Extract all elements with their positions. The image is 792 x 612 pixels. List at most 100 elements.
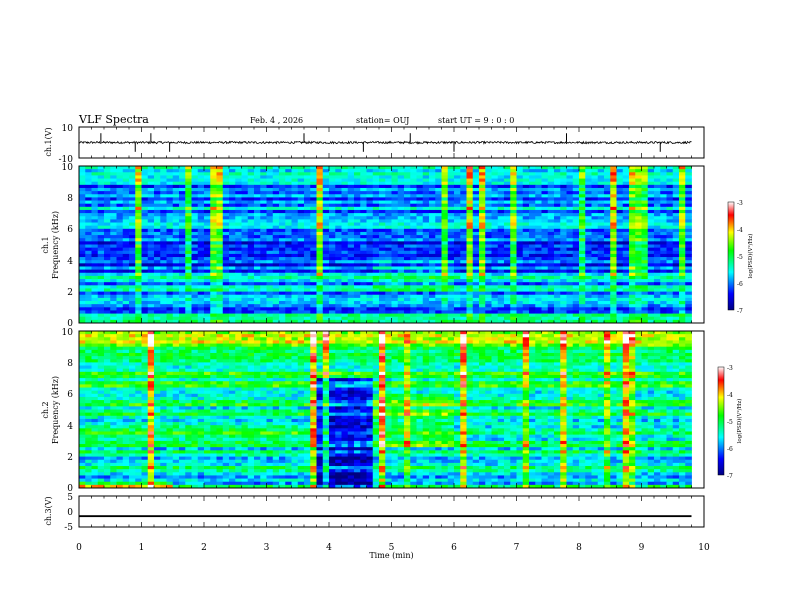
spectrogram-cell — [316, 191, 324, 195]
spectrogram-cell — [222, 279, 230, 283]
spectrogram-cell — [329, 310, 336, 314]
spectrogram-cell — [466, 285, 474, 289]
spectrogram-cell — [454, 194, 461, 198]
spectrogram-cell — [504, 241, 511, 245]
spectrogram-cell — [429, 184, 436, 189]
spectrogram-cell — [622, 216, 630, 220]
spectrogram-cell — [554, 172, 561, 176]
spectrogram-cell — [447, 260, 455, 264]
spectrogram-cell — [541, 238, 549, 242]
spectrogram-cell — [535, 191, 542, 195]
spectrogram-cell — [535, 181, 542, 186]
spectrogram-cell — [416, 250, 424, 255]
spectrogram-cell — [497, 263, 505, 267]
spectrogram-cell — [141, 279, 149, 283]
spectrogram-cell — [435, 166, 442, 170]
spectrogram-cell — [641, 219, 649, 223]
spectrogram-cell — [210, 313, 217, 318]
spectrogram-cell — [522, 194, 530, 198]
spectrogram-cell — [510, 197, 517, 201]
spectrogram-cell — [547, 172, 555, 176]
spectrogram-cell — [222, 219, 230, 223]
spectrogram-cell — [85, 235, 92, 239]
spectrogram-cell — [479, 203, 486, 208]
spectrogram-cell — [310, 304, 317, 308]
spectrogram-cell — [129, 316, 136, 321]
spectrogram-cell — [279, 307, 286, 311]
spectrogram-cell — [391, 178, 399, 183]
spectrogram-cell — [372, 291, 380, 296]
spectrogram-cell — [316, 313, 324, 318]
spectrogram-cell — [229, 219, 236, 223]
spectrogram-cell — [141, 241, 149, 245]
spectrogram-cell — [441, 175, 449, 179]
spectrogram-cell — [622, 244, 630, 249]
spectrogram-cell — [516, 181, 524, 186]
spectrogram-cell — [222, 301, 230, 305]
spectrogram-cell — [154, 260, 161, 264]
spectrogram-cell — [291, 200, 299, 205]
spectrogram-cell — [304, 206, 311, 211]
spectrogram-cell — [366, 266, 374, 271]
spectrogram-cell — [554, 269, 561, 274]
spectrogram-cell — [85, 166, 92, 170]
spectrogram-cell — [122, 250, 130, 255]
spectrogram-cell — [279, 282, 286, 286]
spectrogram-cell — [285, 313, 292, 318]
spectrogram-cell — [297, 297, 305, 302]
spectrogram-cell — [622, 241, 630, 245]
spectrogram-cell — [441, 266, 449, 271]
spectrogram-cell — [79, 294, 86, 299]
spectrogram-cell — [391, 257, 399, 261]
spectrogram-cell — [122, 288, 130, 292]
spectrogram-cell — [316, 231, 324, 236]
spectrogram-cell — [147, 291, 155, 296]
spectrogram-cell — [604, 279, 611, 283]
spectrogram-cell — [322, 272, 330, 277]
spectrogram-cell — [672, 241, 680, 245]
spectrogram-cell — [85, 219, 92, 223]
spectrogram-cell — [616, 257, 624, 261]
spectrogram-cell — [216, 272, 224, 277]
spectrogram-cell — [197, 225, 205, 230]
spectrogram-cell — [366, 294, 374, 299]
spectrogram-cell — [472, 291, 480, 296]
spectrogram-cell — [166, 319, 174, 324]
spectrogram-cell — [116, 241, 124, 245]
spectrogram-cell — [172, 310, 180, 314]
spectrogram-cell — [235, 304, 242, 308]
spectrogram-cell — [379, 272, 386, 277]
spectrogram-cell — [660, 206, 667, 211]
spectrogram-cell — [247, 194, 255, 198]
spectrogram-cell — [485, 316, 492, 321]
spectrogram-cell — [685, 313, 692, 318]
spectrogram-cell — [460, 247, 467, 252]
spectrogram-cell — [135, 241, 142, 245]
spectrogram-cell — [666, 279, 674, 283]
spectrogram-cell — [610, 316, 617, 321]
spectrogram-cell — [260, 288, 267, 292]
spectrogram-cell — [260, 275, 267, 280]
spectrogram-cell — [441, 301, 449, 305]
spectrogram-cell — [472, 175, 480, 179]
spectrogram-cell — [316, 294, 324, 299]
spectrogram-cell — [341, 282, 349, 286]
spectrogram-cell — [466, 310, 474, 314]
spectrogram-cell — [560, 244, 567, 249]
spectrogram-cell — [322, 253, 330, 258]
spectrogram-cell — [366, 175, 374, 179]
spectrogram-cell — [666, 203, 674, 208]
spectrogram-cell — [185, 197, 192, 201]
spectrogram-cell — [354, 184, 361, 189]
spectrogram-cell — [122, 291, 130, 296]
spectrogram-cell — [254, 194, 261, 198]
spectrogram-cell — [104, 200, 111, 205]
spectrogram-cell — [454, 241, 461, 245]
spectrogram-cell — [154, 169, 161, 173]
spectrogram-cell — [447, 225, 455, 230]
spectrogram-cell — [522, 275, 530, 280]
spectrogram-cell — [629, 181, 636, 186]
spectrogram-cell — [97, 253, 105, 258]
spectrogram-cell — [154, 206, 161, 211]
spectrogram-cell — [679, 260, 686, 264]
